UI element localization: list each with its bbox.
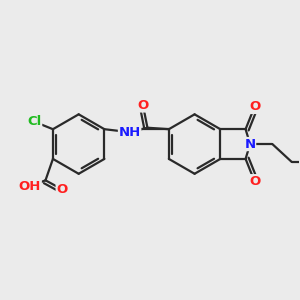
Text: O: O [249,175,260,188]
Text: Cl: Cl [27,115,42,128]
Text: N: N [244,138,256,151]
Text: O: O [137,99,148,112]
Text: NH: NH [118,126,141,139]
Text: O: O [56,183,68,196]
Text: OH: OH [19,180,41,193]
Text: O: O [249,100,260,113]
